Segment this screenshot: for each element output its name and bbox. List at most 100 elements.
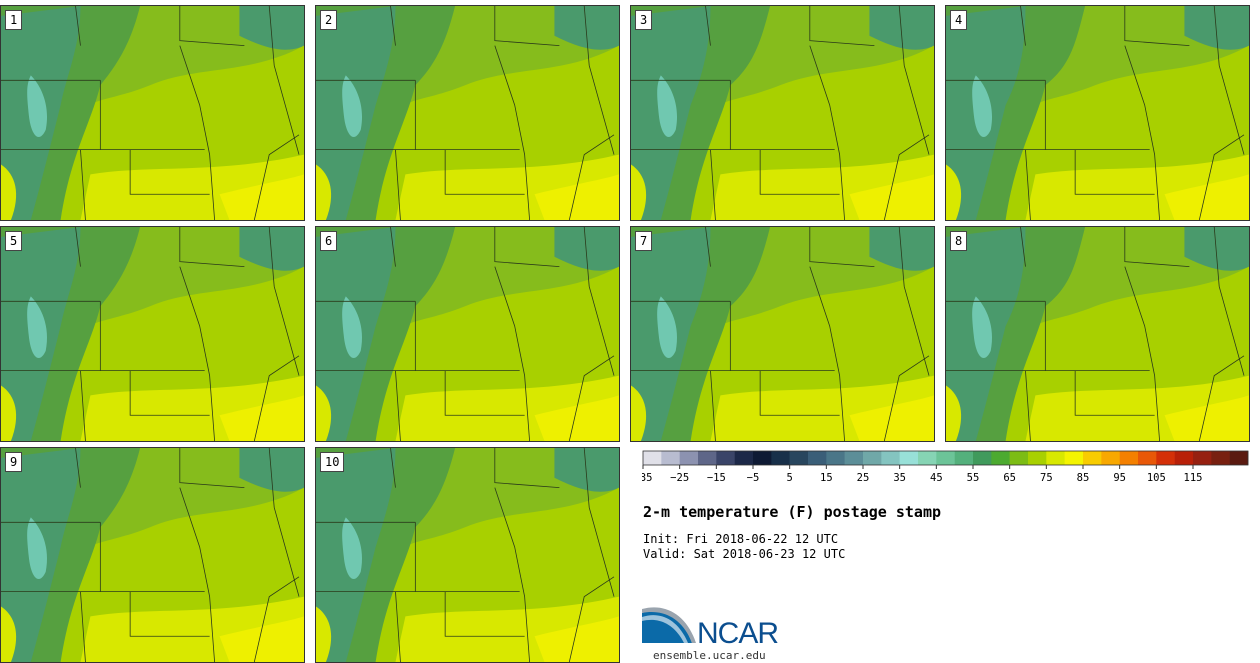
map-region xyxy=(849,174,934,220)
colorbar-tick-label: 95 xyxy=(1113,472,1126,484)
map-region xyxy=(27,517,48,579)
colorbar-swatch xyxy=(881,451,900,465)
site-url: ensemble.ucar.edu xyxy=(653,649,766,662)
map-region xyxy=(534,174,619,220)
map-region xyxy=(27,75,48,137)
member-label: 4 xyxy=(950,10,968,30)
map-region xyxy=(316,448,615,662)
colorbar-tick-label: 105 xyxy=(1147,472,1166,484)
colorbar-tick-label: 115 xyxy=(1184,472,1203,484)
member-label: 10 xyxy=(320,452,345,472)
member-panel-7: 7 xyxy=(630,226,935,442)
map-region xyxy=(1184,6,1249,50)
member-label: 2 xyxy=(320,10,338,30)
colorbar-swatch xyxy=(716,451,735,465)
map-region xyxy=(1164,174,1249,220)
map-region xyxy=(27,296,48,358)
colorbar-swatch xyxy=(1156,451,1175,465)
member-label: 9 xyxy=(5,452,23,472)
map-region xyxy=(1,6,300,220)
colorbar-swatch xyxy=(734,451,754,465)
map-region xyxy=(239,6,304,50)
map-region xyxy=(554,227,619,271)
temperature-map xyxy=(631,6,934,220)
temperature-map xyxy=(1,227,304,441)
member-label: 6 xyxy=(320,231,338,251)
colorbar-swatch xyxy=(1229,451,1249,465)
temperature-map xyxy=(316,227,619,441)
temperature-map xyxy=(946,227,1249,441)
map-region xyxy=(316,164,332,220)
colorbar-swatch xyxy=(1138,451,1157,465)
colorbar-swatch xyxy=(1101,451,1120,465)
member-panel-8: 8 xyxy=(945,226,1250,442)
colorbar-swatch xyxy=(753,451,772,465)
colorbar-swatch xyxy=(973,451,992,465)
map-region xyxy=(342,517,363,579)
map-region xyxy=(219,616,304,662)
colorbar-tick-label: −35 xyxy=(642,472,652,484)
member-panel-9: 9 xyxy=(0,447,305,663)
map-region xyxy=(1184,227,1249,271)
colorbar-tick-label: 35 xyxy=(893,472,906,484)
chart-title: 2-m temperature (F) postage stamp xyxy=(643,503,942,521)
member-panel-2: 2 xyxy=(315,5,620,221)
colorbar-swatch xyxy=(899,451,919,465)
colorbar-swatch xyxy=(789,451,809,465)
map-region xyxy=(657,296,678,358)
map-region xyxy=(316,606,332,662)
colorbar-swatch xyxy=(679,451,699,465)
colorbar-swatch xyxy=(936,451,955,465)
valid-time: Valid: Sat 2018-06-23 12 UTC xyxy=(643,547,846,561)
map-region xyxy=(631,385,647,441)
member-panel-6: 6 xyxy=(315,226,620,442)
map-region xyxy=(946,385,962,441)
map-region xyxy=(316,385,332,441)
map-region xyxy=(554,6,619,50)
temperature-map xyxy=(1,6,304,220)
member-panel-5: 5 xyxy=(0,226,305,442)
member-panel-3: 3 xyxy=(630,5,935,221)
map-region xyxy=(849,395,934,441)
colorbar-tick-label: 5 xyxy=(787,472,793,484)
colorbar-tick-label: 45 xyxy=(930,472,943,484)
map-region xyxy=(946,227,1245,441)
colorbar-swatch xyxy=(1211,451,1230,465)
map-region xyxy=(342,75,363,137)
map-region xyxy=(1,227,300,441)
ncar-logo-icon xyxy=(642,607,696,643)
map-region xyxy=(316,6,615,220)
map-region xyxy=(1,385,17,441)
map-region xyxy=(972,296,993,358)
colorbar-swatch xyxy=(844,451,864,465)
map-region xyxy=(869,6,934,50)
colorbar-swatch xyxy=(1193,451,1212,465)
colorbar-frame xyxy=(642,450,1249,466)
member-panel-10: 10 xyxy=(315,447,620,663)
map-region xyxy=(1,606,17,662)
member-label: 3 xyxy=(635,10,653,30)
map-region xyxy=(631,164,647,220)
temperature-map xyxy=(1,448,304,662)
colorbar-tick-label: 65 xyxy=(1003,472,1016,484)
temperature-map xyxy=(316,448,619,662)
map-region xyxy=(869,227,934,271)
map-region xyxy=(1,448,300,662)
member-label: 5 xyxy=(5,231,23,251)
colorbar-swatch xyxy=(1046,451,1065,465)
map-region xyxy=(631,6,930,220)
colorbar-tick-label: −25 xyxy=(670,472,689,484)
member-label: 8 xyxy=(950,231,968,251)
map-region xyxy=(239,448,304,492)
colorbar-swatch xyxy=(826,451,845,465)
map-region xyxy=(946,164,962,220)
colorbar-tick-label: 85 xyxy=(1077,472,1090,484)
colorbar-swatch xyxy=(1009,451,1029,465)
member-label: 1 xyxy=(5,10,23,30)
colorbar-tick-label: −5 xyxy=(747,472,760,484)
colorbar-swatch xyxy=(863,451,882,465)
map-region xyxy=(239,227,304,271)
map-region xyxy=(534,616,619,662)
colorbar-tick-label: 55 xyxy=(967,472,980,484)
member-panel-1: 1 xyxy=(0,5,305,221)
